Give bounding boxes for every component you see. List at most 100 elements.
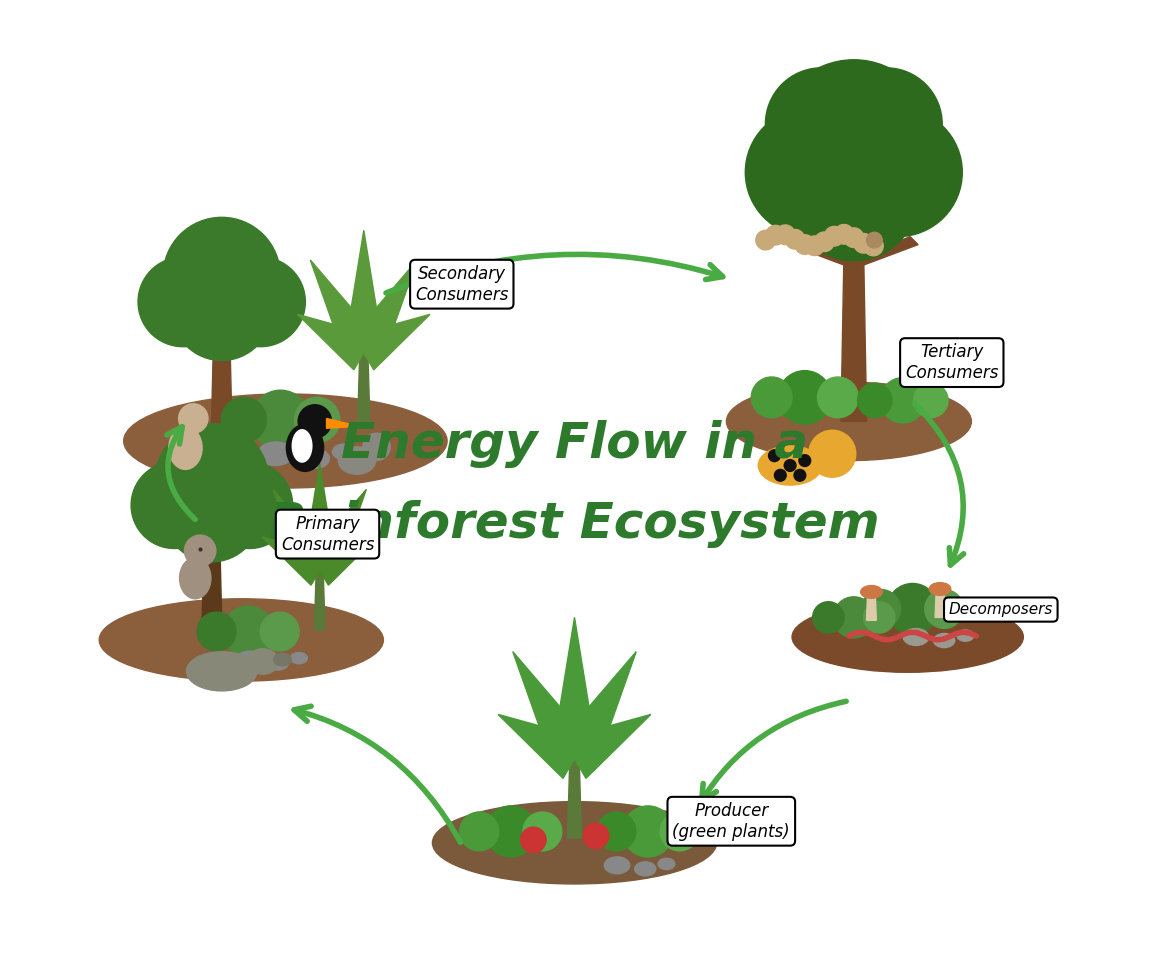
Circle shape — [809, 430, 856, 477]
Circle shape — [773, 60, 934, 220]
Ellipse shape — [291, 653, 308, 663]
FancyArrowPatch shape — [294, 707, 461, 843]
Text: Rainforest Ecosystem: Rainforest Ecosystem — [269, 501, 880, 548]
Ellipse shape — [286, 424, 324, 471]
Circle shape — [789, 132, 918, 261]
Circle shape — [597, 812, 635, 851]
Polygon shape — [304, 489, 367, 579]
Polygon shape — [344, 230, 384, 353]
Polygon shape — [357, 345, 370, 421]
FancyArrowPatch shape — [915, 404, 964, 565]
Circle shape — [250, 390, 310, 450]
Text: Tertiary
Consumers: Tertiary Consumers — [905, 343, 998, 382]
Ellipse shape — [292, 429, 311, 462]
Ellipse shape — [332, 444, 356, 460]
Polygon shape — [311, 537, 377, 585]
Circle shape — [778, 370, 832, 424]
Ellipse shape — [99, 599, 384, 681]
Ellipse shape — [903, 628, 928, 646]
Circle shape — [185, 535, 216, 566]
Polygon shape — [298, 315, 373, 369]
FancyArrowPatch shape — [167, 426, 195, 519]
Circle shape — [155, 423, 269, 537]
Circle shape — [857, 383, 892, 417]
Circle shape — [765, 68, 878, 180]
Circle shape — [845, 228, 864, 248]
Circle shape — [294, 397, 340, 442]
Circle shape — [862, 590, 901, 628]
Circle shape — [864, 602, 895, 633]
Circle shape — [795, 235, 815, 255]
Circle shape — [794, 469, 805, 481]
Circle shape — [769, 450, 780, 462]
Circle shape — [785, 460, 796, 471]
Ellipse shape — [124, 394, 447, 488]
Polygon shape — [262, 537, 329, 585]
Polygon shape — [347, 260, 417, 363]
Polygon shape — [935, 592, 944, 617]
Circle shape — [460, 812, 499, 851]
Text: Decomposers: Decomposers — [949, 602, 1052, 617]
Polygon shape — [315, 564, 325, 630]
Polygon shape — [512, 652, 594, 770]
Ellipse shape — [338, 447, 376, 474]
Ellipse shape — [273, 653, 292, 666]
Circle shape — [298, 405, 331, 438]
Circle shape — [804, 236, 824, 256]
Circle shape — [138, 257, 228, 347]
Polygon shape — [211, 319, 232, 431]
Circle shape — [833, 597, 874, 638]
Circle shape — [523, 812, 562, 851]
Circle shape — [834, 224, 854, 244]
Circle shape — [363, 433, 391, 461]
Ellipse shape — [179, 558, 211, 599]
Circle shape — [830, 68, 942, 180]
Ellipse shape — [186, 652, 257, 691]
Ellipse shape — [237, 651, 262, 668]
Polygon shape — [854, 236, 918, 269]
Polygon shape — [326, 418, 358, 428]
Polygon shape — [841, 196, 866, 421]
Polygon shape — [568, 750, 581, 838]
Circle shape — [163, 218, 280, 334]
Circle shape — [880, 377, 925, 423]
FancyArrowPatch shape — [702, 702, 846, 801]
Circle shape — [854, 233, 873, 253]
Text: Producer
(green plants): Producer (green plants) — [672, 802, 791, 841]
Ellipse shape — [861, 585, 882, 598]
Polygon shape — [789, 236, 854, 269]
Polygon shape — [563, 714, 650, 778]
Polygon shape — [555, 652, 637, 770]
Circle shape — [887, 583, 938, 634]
Circle shape — [485, 806, 537, 857]
Polygon shape — [354, 315, 430, 369]
Circle shape — [812, 602, 845, 633]
Circle shape — [765, 225, 785, 245]
Ellipse shape — [634, 861, 656, 876]
Circle shape — [661, 812, 699, 851]
Polygon shape — [499, 714, 586, 778]
Circle shape — [751, 377, 792, 417]
Circle shape — [815, 232, 834, 252]
Circle shape — [824, 226, 845, 246]
Circle shape — [206, 462, 293, 549]
Ellipse shape — [758, 446, 822, 485]
Polygon shape — [552, 617, 597, 759]
Circle shape — [774, 469, 786, 481]
Circle shape — [756, 230, 776, 250]
Circle shape — [834, 108, 962, 236]
Circle shape — [799, 455, 811, 466]
Circle shape — [198, 612, 236, 651]
Ellipse shape — [169, 426, 202, 469]
Polygon shape — [302, 464, 337, 570]
Circle shape — [818, 377, 858, 417]
Ellipse shape — [658, 858, 674, 869]
Circle shape — [216, 257, 306, 347]
Circle shape — [261, 612, 299, 651]
Polygon shape — [273, 489, 334, 579]
Circle shape — [746, 108, 874, 236]
Circle shape — [163, 466, 260, 562]
Ellipse shape — [300, 449, 330, 468]
Circle shape — [913, 383, 948, 417]
Ellipse shape — [726, 382, 971, 461]
